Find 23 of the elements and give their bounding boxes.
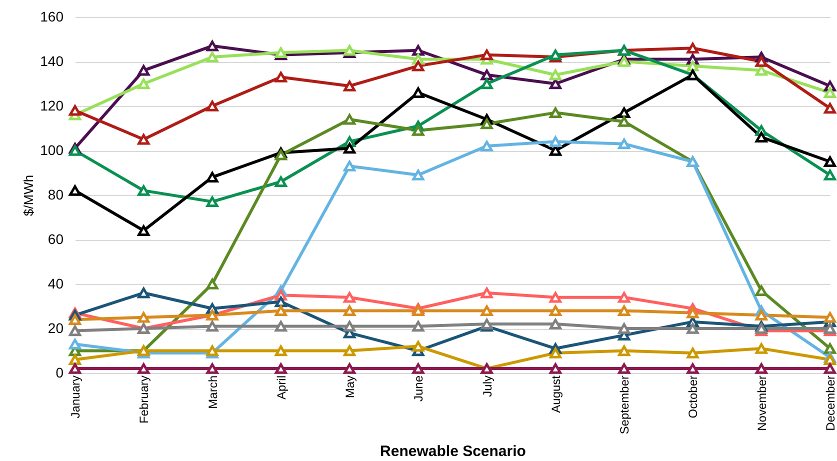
- x-tick-label: July: [480, 376, 494, 397]
- y-tick-label: 160: [40, 8, 64, 24]
- y-tick-label: 40: [48, 276, 64, 292]
- y-tick-label: 80: [48, 186, 64, 202]
- y-tick-label: 0: [56, 364, 64, 380]
- x-tick-label: March: [206, 376, 220, 409]
- y-tick-label: 140: [40, 53, 64, 69]
- x-tick-label: September: [618, 376, 632, 434]
- x-tick-label: November: [754, 376, 769, 431]
- x-axis-title: Renewable Scenario: [380, 443, 526, 460]
- x-tick-label: February: [137, 376, 152, 424]
- x-tick-label: August: [548, 374, 563, 413]
- x-tick-label: May: [343, 376, 358, 398]
- y-tick-label: 60: [48, 231, 64, 247]
- y-tick-label: 120: [40, 98, 64, 114]
- x-tick-label: April: [274, 376, 288, 400]
- x-tick-label: January: [68, 376, 82, 418]
- y-tick-label: 20: [48, 320, 64, 336]
- x-tick-label: December: [824, 376, 837, 431]
- y-tick-label: 100: [40, 142, 64, 158]
- x-tick-label: October: [686, 376, 700, 418]
- x-tick-label: June: [412, 375, 426, 402]
- y-axis-title: $/MWh: [21, 174, 36, 216]
